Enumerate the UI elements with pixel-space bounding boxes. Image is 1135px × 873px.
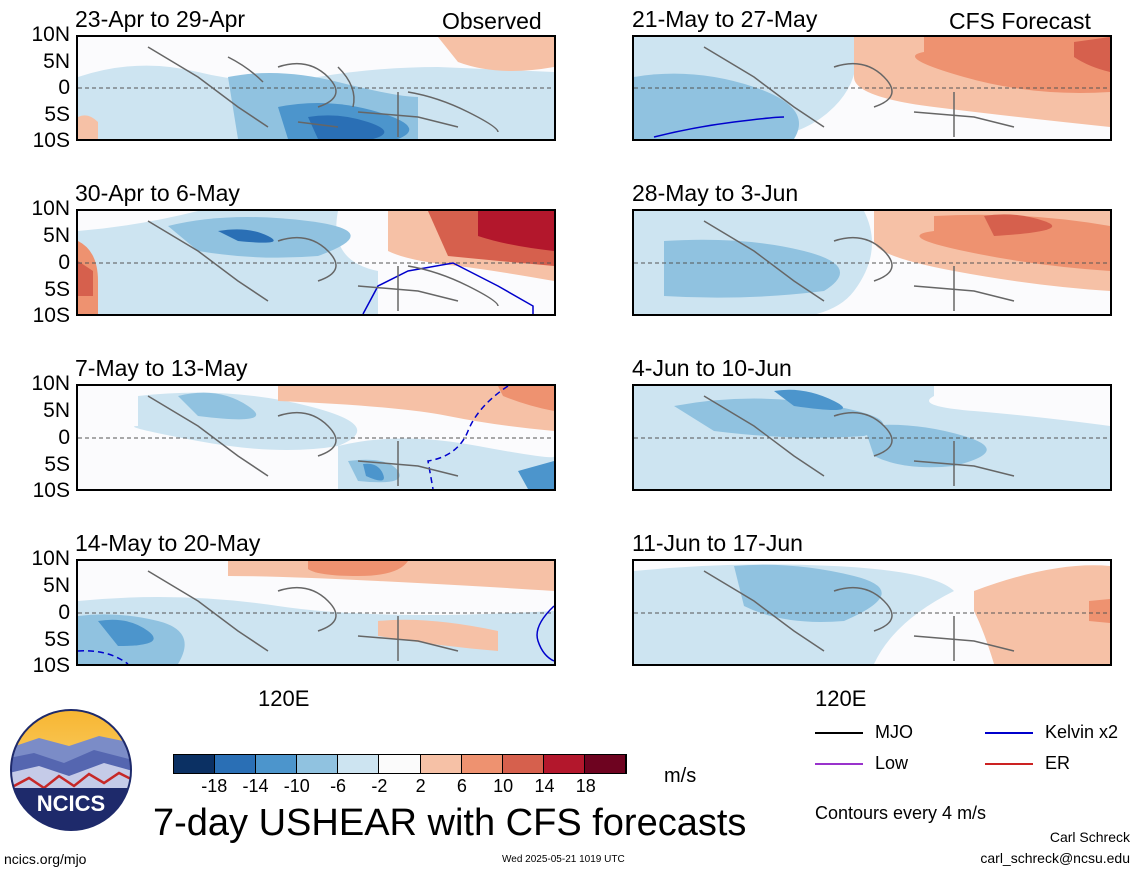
lat-label: 10S — [32, 129, 70, 152]
colorbar-swatch — [584, 755, 627, 773]
panel-title: 21-May to 27-May — [632, 6, 818, 32]
contour-note: Contours every 4 m/s — [815, 803, 987, 823]
lat-label: 5S — [44, 453, 70, 476]
colorbar-tick-label: 18 — [575, 776, 596, 796]
lat-label: 0 — [58, 426, 70, 449]
colorbar-tick-label: -6 — [330, 776, 347, 796]
panel-title: 30-Apr to 6-May — [75, 180, 240, 206]
panel-title: 14-May to 20-May — [75, 530, 261, 556]
colorbar-tick-label: 10 — [493, 776, 514, 796]
colorbar-swatch — [338, 755, 380, 773]
lat-label: 5S — [44, 628, 70, 651]
legend-swatch-kelvin — [985, 732, 1033, 735]
legend-label: Low — [875, 753, 909, 773]
logo-text: NCICS — [36, 791, 106, 816]
colorbar-units: m/s — [664, 765, 697, 787]
legend-swatch-er — [985, 763, 1033, 766]
footer-url: ncics.org/mjo — [4, 851, 87, 867]
colorbar-swatch — [543, 755, 585, 773]
lat-label: 5S — [44, 278, 70, 301]
panel-tag-cfs-forecast: CFS Forecast — [949, 8, 1091, 34]
panel-title: 4-Jun to 10-Jun — [632, 355, 792, 381]
lat-label: 10N — [31, 197, 70, 220]
colorbar-swatches — [173, 754, 627, 774]
shear-map — [76, 384, 556, 491]
lat-label: 10S — [32, 654, 70, 677]
main-title: 7-day USHEAR with CFS forecasts — [153, 802, 747, 844]
lat-label: 5N — [43, 399, 70, 422]
shear-map — [76, 559, 556, 666]
panel-title: 11-Jun to 17-Jun — [632, 530, 803, 556]
shear-map — [76, 209, 556, 316]
lat-label: 5N — [43, 50, 70, 73]
colorbar-swatch — [502, 755, 544, 773]
colorbar-tick-label: 14 — [534, 776, 555, 796]
legend-item-er: ER — [985, 753, 1070, 774]
lat-label: 0 — [58, 601, 70, 624]
footer-author: Carl Schreck — [1049, 829, 1130, 845]
colorbar-tick-label: -2 — [371, 776, 388, 796]
colorbar-tick-label: 6 — [456, 776, 467, 796]
footer-email: carl_schreck@ncsu.edu — [980, 850, 1130, 866]
colorbar-swatch — [297, 755, 339, 773]
panel-title: 28-May to 3-Jun — [632, 180, 799, 206]
colorbar-swatch — [379, 755, 421, 773]
x-axis-label-right: 120E — [815, 686, 867, 711]
lat-label: 10N — [31, 23, 70, 46]
colorbar-tick-label: -18 — [201, 776, 228, 796]
ncics-logo: NCICS — [9, 708, 133, 832]
panel-tag-observed: Observed — [442, 8, 542, 34]
panel-title: 23-Apr to 29-Apr — [75, 6, 246, 32]
colorbar-swatch — [420, 755, 462, 773]
lat-label: 5S — [44, 103, 70, 126]
shear-map — [632, 559, 1112, 666]
x-axis-label-left: 120E — [258, 686, 310, 711]
lat-label: 10N — [31, 547, 70, 570]
lat-label: 10S — [32, 304, 70, 327]
colorbar-tick-label: 2 — [415, 776, 426, 796]
shear-map — [632, 384, 1112, 491]
colorbar-swatch — [461, 755, 503, 773]
legend-label: ER — [1045, 753, 1071, 773]
colorbar-swatch — [256, 755, 298, 773]
lat-label: 5N — [43, 224, 70, 247]
legend-label: MJO — [875, 722, 913, 742]
legend-item-kelvin: Kelvin x2 — [985, 722, 1118, 743]
colorbar-swatch — [174, 755, 216, 773]
legend-label: Kelvin x2 — [1045, 722, 1119, 742]
legend-swatch-low — [815, 763, 863, 766]
colorbar-tick-label: -10 — [283, 776, 310, 796]
shear-map — [632, 35, 1112, 141]
lat-label: 0 — [58, 251, 70, 274]
colorbar-tick-label: -14 — [242, 776, 269, 796]
legend-item-mjo: MJO — [815, 722, 913, 743]
lat-label: 5N — [43, 574, 70, 597]
legend-swatch-mjo — [815, 732, 863, 735]
shear-map — [632, 209, 1112, 316]
legend-item-low: Low — [815, 753, 908, 774]
lat-label: 10N — [31, 372, 70, 395]
shear-map — [76, 35, 556, 141]
colorbar-swatch — [215, 755, 257, 773]
lat-label: 10S — [32, 479, 70, 502]
lat-label: 0 — [58, 76, 70, 99]
footer-timestamp: Wed 2025-05-21 1019 UTC — [502, 854, 625, 865]
panel-title: 7-May to 13-May — [75, 355, 248, 381]
